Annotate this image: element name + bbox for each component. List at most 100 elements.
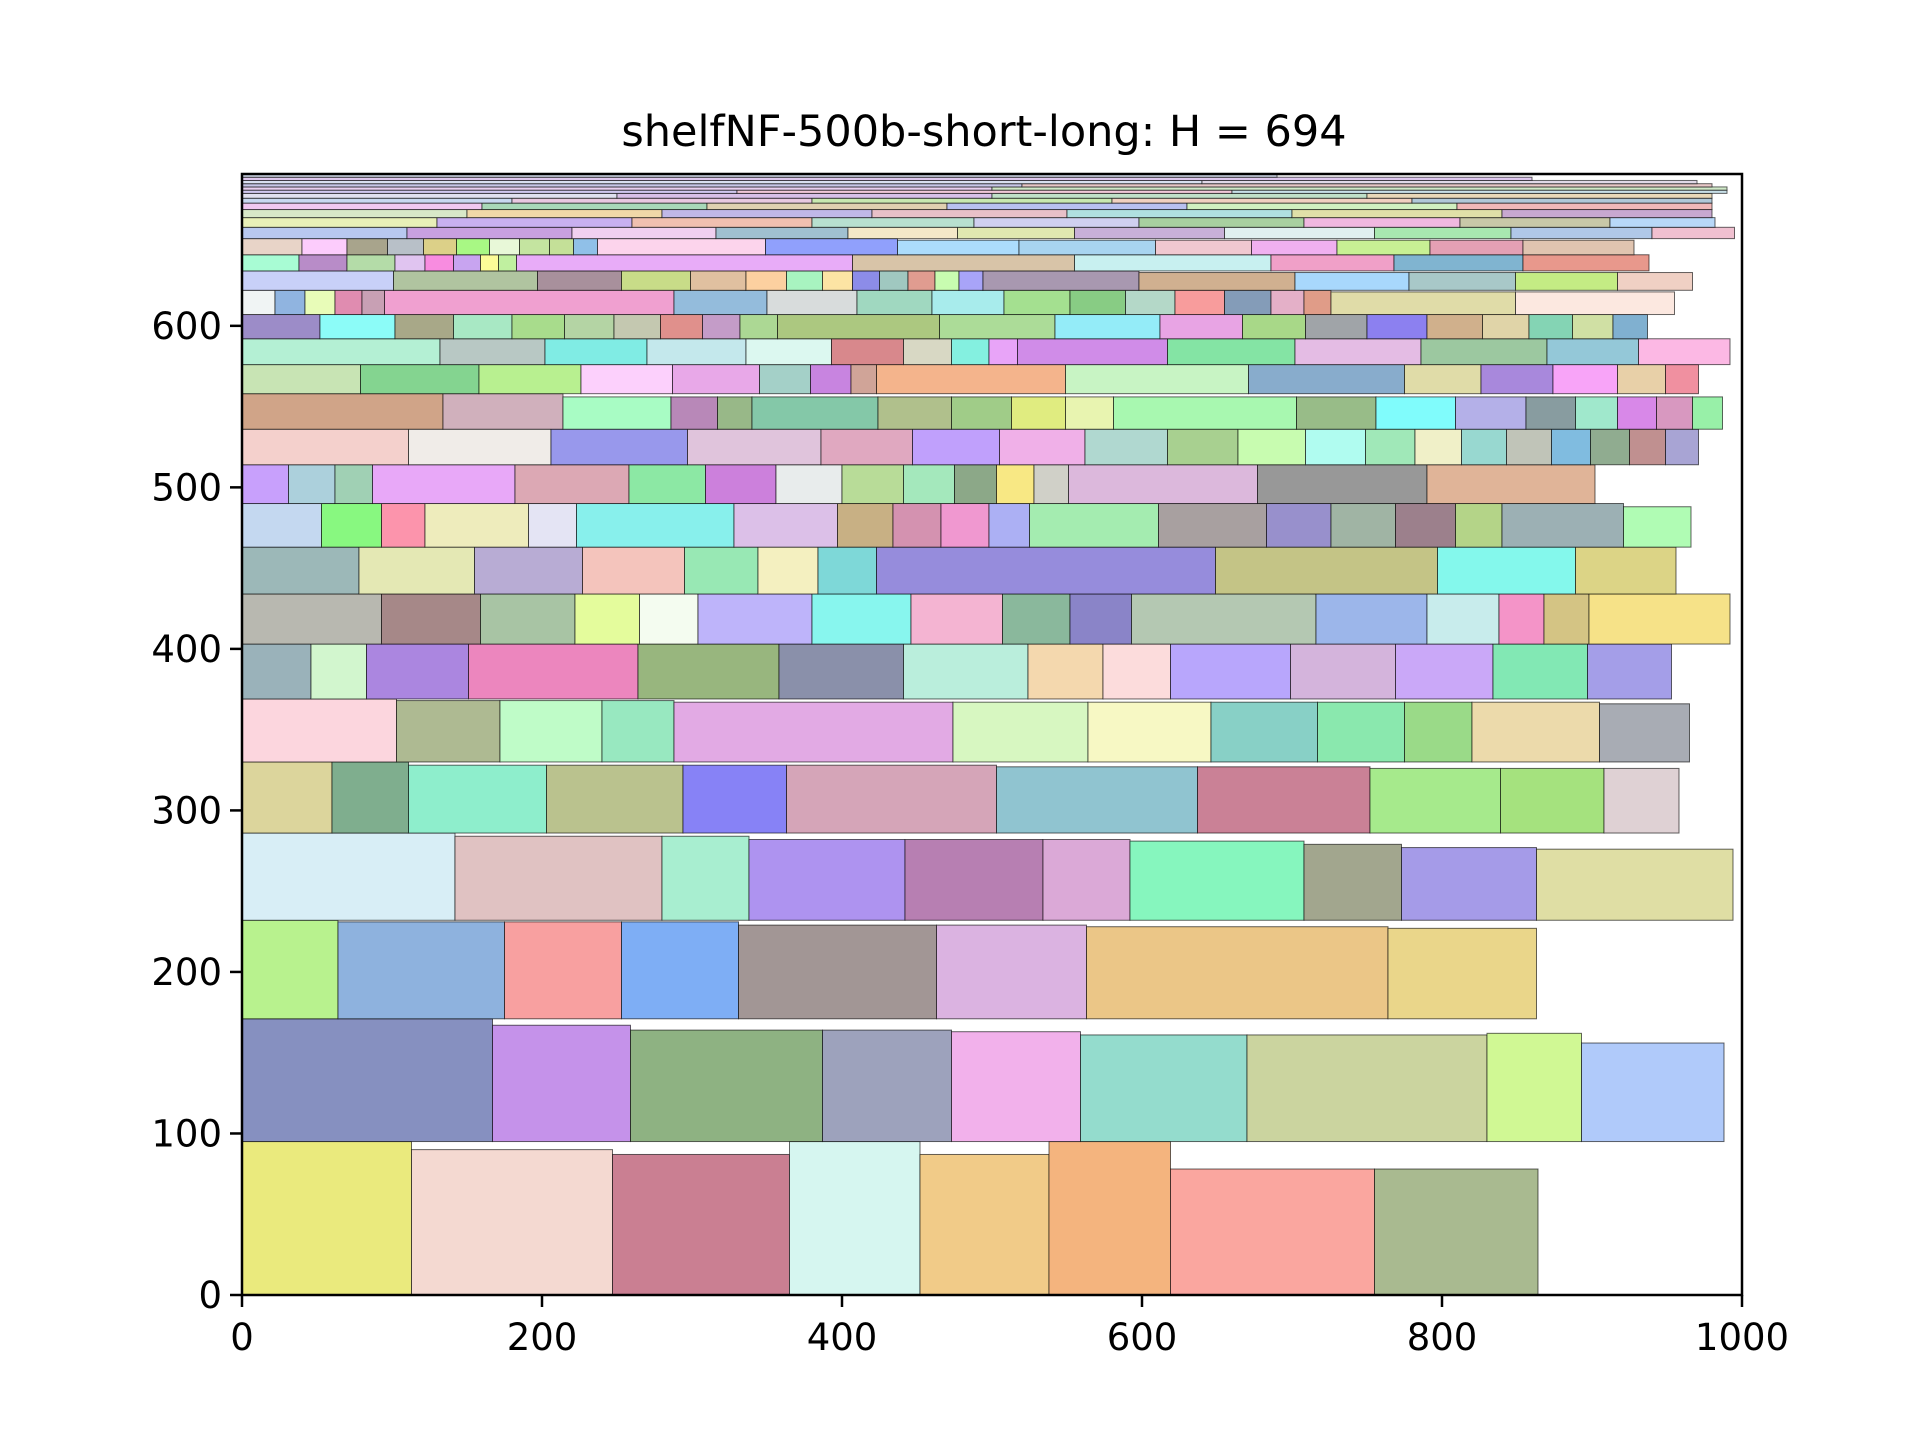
packed-rectangle bbox=[1437, 546, 1576, 595]
packed-rectangle bbox=[372, 464, 516, 505]
packed-rectangle bbox=[562, 396, 672, 430]
packed-rectangle bbox=[1270, 289, 1305, 316]
packed-rectangle bbox=[1294, 272, 1410, 291]
packed-rectangle bbox=[1054, 314, 1161, 340]
packed-rectangle bbox=[697, 593, 813, 645]
packed-rectangle bbox=[702, 314, 741, 340]
packed-rectangle bbox=[831, 338, 904, 366]
y-tick-label: 300 bbox=[151, 789, 222, 832]
packed-rectangle bbox=[631, 217, 813, 228]
packed-rectangle bbox=[876, 364, 1066, 395]
packed-rectangle bbox=[673, 289, 768, 316]
packed-rectangle bbox=[1170, 1168, 1375, 1296]
packed-rectangle bbox=[1167, 428, 1239, 466]
packed-rectangle bbox=[621, 270, 691, 291]
packed-rectangle bbox=[817, 546, 877, 595]
packed-rectangle bbox=[1266, 503, 1332, 548]
packed-rectangle bbox=[1387, 927, 1537, 1020]
packed-rectangle bbox=[751, 396, 879, 430]
packed-rectangle bbox=[661, 209, 873, 219]
packed-rectangle bbox=[1366, 192, 1713, 199]
packed-rectangle bbox=[1404, 364, 1482, 395]
packed-rectangle bbox=[687, 428, 822, 466]
packed-rectangle bbox=[424, 503, 529, 548]
packed-rectangle bbox=[939, 314, 1056, 340]
packed-rectangle bbox=[1501, 503, 1624, 548]
packed-rectangle bbox=[1018, 239, 1156, 256]
packed-rectangle bbox=[241, 546, 360, 595]
packed-rectangle bbox=[847, 226, 958, 240]
packed-rectangle bbox=[1492, 643, 1588, 700]
packed-rectangle bbox=[1305, 314, 1368, 340]
packed-rectangle bbox=[903, 643, 1029, 700]
packed-rectangle bbox=[381, 593, 481, 645]
packed-rectangle bbox=[310, 643, 367, 700]
packed-rectangle bbox=[1080, 1034, 1248, 1143]
packed-rectangle bbox=[549, 238, 574, 256]
packed-rectangle bbox=[951, 1031, 1081, 1143]
packed-rectangle bbox=[1069, 289, 1126, 316]
packed-rectangle bbox=[1374, 1168, 1539, 1296]
packed-rectangle bbox=[1623, 506, 1692, 548]
packed-rectangle bbox=[879, 270, 909, 291]
packed-rectangle bbox=[706, 202, 948, 211]
packed-rectangle bbox=[682, 764, 787, 834]
packed-rectangle bbox=[511, 314, 565, 340]
x-tick-label: 200 bbox=[507, 1316, 578, 1359]
packed-rectangle bbox=[1074, 226, 1225, 240]
packed-rectangle bbox=[1246, 1034, 1488, 1143]
packed-rectangle bbox=[1456, 202, 1713, 211]
packed-rectangle bbox=[1374, 226, 1512, 240]
packed-rectangle bbox=[597, 238, 766, 256]
packed-rectangle bbox=[423, 238, 457, 256]
packed-rectangle bbox=[1270, 254, 1395, 272]
packed-rectangle bbox=[690, 270, 747, 291]
packed-rectangle bbox=[1395, 643, 1494, 700]
packed-rectangle bbox=[1158, 503, 1267, 548]
packed-rectangle bbox=[1131, 593, 1317, 645]
packed-rectangle bbox=[360, 364, 480, 395]
packed-rectangle bbox=[856, 289, 933, 316]
y-tick-label: 200 bbox=[151, 951, 222, 994]
packed-rectangle bbox=[996, 766, 1198, 834]
packed-rectangle bbox=[1528, 314, 1573, 340]
x-tick-label: 800 bbox=[1407, 1316, 1478, 1359]
packed-rectangle bbox=[384, 289, 675, 316]
packed-rectangle bbox=[684, 546, 759, 595]
packed-rectangle bbox=[241, 643, 312, 700]
packed-rectangle bbox=[1546, 338, 1639, 366]
packed-rectangle bbox=[946, 202, 1188, 211]
packed-rectangle bbox=[406, 226, 573, 240]
packed-rectangle bbox=[1575, 546, 1677, 595]
packed-rectangle bbox=[1572, 314, 1614, 340]
packed-rectangle bbox=[661, 835, 750, 921]
packed-rectangle bbox=[1498, 593, 1545, 645]
packed-rectangle bbox=[1305, 428, 1366, 466]
packed-rectangle bbox=[381, 503, 426, 548]
packed-rectangle bbox=[934, 270, 960, 291]
packed-rectangle bbox=[241, 192, 618, 199]
packed-rectangle bbox=[499, 700, 603, 763]
packed-rectangle bbox=[621, 921, 739, 1020]
packed-rectangle bbox=[1551, 428, 1591, 466]
packed-rectangle bbox=[393, 270, 538, 291]
packed-rectangle bbox=[516, 254, 853, 272]
packed-rectangle bbox=[715, 226, 849, 240]
packed-rectangle bbox=[660, 314, 703, 340]
y-tick-label: 500 bbox=[151, 466, 222, 509]
packed-rectangle bbox=[546, 764, 684, 834]
packed-rectangle bbox=[1290, 643, 1396, 700]
packed-rectangle bbox=[1248, 364, 1405, 395]
packed-rectangle bbox=[1411, 197, 1713, 204]
packed-rectangle bbox=[504, 921, 622, 1020]
packed-rectangle bbox=[576, 503, 735, 548]
packed-rectangle bbox=[298, 254, 348, 272]
plot-frame bbox=[240, 172, 1744, 1297]
packed-rectangle bbox=[480, 254, 499, 272]
packed-rectangle bbox=[601, 700, 675, 763]
packed-rectangle bbox=[876, 546, 1216, 595]
packed-rectangle bbox=[789, 1141, 921, 1296]
packed-rectangle bbox=[1170, 643, 1291, 700]
packed-rectangle bbox=[1042, 838, 1131, 921]
packed-rectangle bbox=[996, 464, 1035, 505]
